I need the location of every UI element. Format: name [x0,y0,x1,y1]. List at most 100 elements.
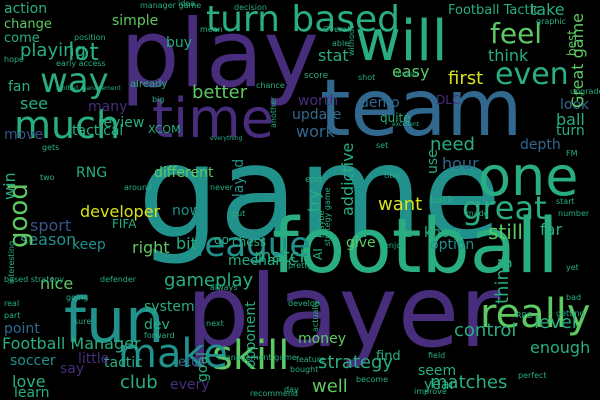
word-title: title [384,171,400,180]
word-quite: quite [380,111,411,125]
word-overall: Overall [323,25,352,34]
word-season: season [20,230,77,249]
word-control: control [454,320,517,341]
word-team: team [320,64,523,154]
word-never: never [210,183,233,192]
word-football: football [272,201,559,290]
word-decision: decision [234,3,267,12]
word-really: really [480,291,591,337]
word-management-game: management game [218,353,297,362]
word-sport: sport [30,216,72,235]
word-give: give [346,235,376,251]
word-feel: feel [490,17,543,50]
word-way: way [40,61,109,101]
word-bad: bad [566,293,582,302]
word-put: put [232,209,246,218]
word-say: say [60,361,85,377]
word-try: try [304,189,323,212]
word-action: action [4,1,48,17]
word-hour: hour [442,154,479,173]
word-end: end [305,175,322,185]
word-early-access: early access [56,59,106,68]
word-buy: buy [166,35,193,51]
word-demo: demo [360,95,400,111]
word-feature: feature [296,355,325,364]
word-recommend: recommend [250,389,298,398]
word-sure: sure [74,317,92,326]
word-instead: instead [396,71,419,78]
word-easy: easy [392,62,430,81]
word-lot: lot [68,38,99,66]
word-forward: forward [144,331,175,340]
word-thing: thing [492,257,513,304]
word-real: real [4,299,20,308]
word-already: already [130,79,168,90]
word-football-management: football management [56,85,121,92]
word-ai: AI [311,248,325,260]
word-addictive: addictive [338,142,357,216]
word-rpg: RPG [516,311,533,320]
word-without: without [347,25,356,56]
word-love: love [12,372,46,391]
word-score: score [304,71,329,81]
word-hope: hope [4,55,24,64]
word-gets: gets [42,143,60,152]
word-everything: everything [210,135,243,142]
word-much: much [14,103,121,147]
word-well: well [312,376,348,397]
word-fan: fan [8,79,31,95]
word-look: look [560,97,590,113]
word-point: point [4,321,40,337]
word-made: made [466,209,489,218]
word-excellent: excellent [392,121,420,128]
word-need: need [430,134,475,155]
word-even: even [495,57,569,92]
word-right: right [132,238,170,257]
word-seem: seem [418,363,457,379]
word-skill: skill [212,333,290,379]
word-shot: shot [358,73,376,82]
word-depth: depth [520,137,561,153]
word-review: review [98,115,145,131]
word-rng: RNG [76,165,108,181]
word-enough: enough [530,338,591,357]
word-first: first [448,68,484,89]
word-getting: getting [556,309,585,318]
word-manager-game: manager game [140,1,202,10]
word-back: back [430,195,454,206]
word-play: play [120,0,320,109]
word-every: every [170,377,210,393]
word-graphic: graphic [536,17,567,26]
word-fun: fun [64,284,165,357]
word-yet: yet [566,263,579,272]
word-part: part [4,311,21,320]
word-ball: ball [556,110,585,129]
word-turn-based: turn based [206,0,401,40]
word-matches: matches [430,372,508,393]
word-perfect: perfect [518,371,547,380]
word-enjoy: enjoy [384,241,406,250]
word-year: year [424,377,456,393]
word-move: move [4,127,44,143]
word-know: know [424,225,461,241]
word-strategy-game: strategy game [323,187,332,246]
word-great-game: Great game [568,12,587,108]
word-see: see [20,94,49,113]
word-simple: simple [112,13,159,29]
word-based-strategy: based strategy [4,275,65,284]
word-want: want [378,194,423,215]
word-league: league [195,225,311,265]
word-football-tactic: Football Tactic [448,3,541,18]
word-xcom: XCOM [148,123,181,136]
word-able: able [332,39,350,48]
word-next: next [206,319,224,328]
word-little: little [78,351,110,367]
word-mechanic: mechanic [228,253,296,269]
word-two: two [40,173,55,182]
word-field: field [428,351,446,360]
word-fm: FM [566,149,578,158]
word-take: take [530,0,565,19]
word-think: think [488,46,529,65]
word-club: club [120,372,158,393]
